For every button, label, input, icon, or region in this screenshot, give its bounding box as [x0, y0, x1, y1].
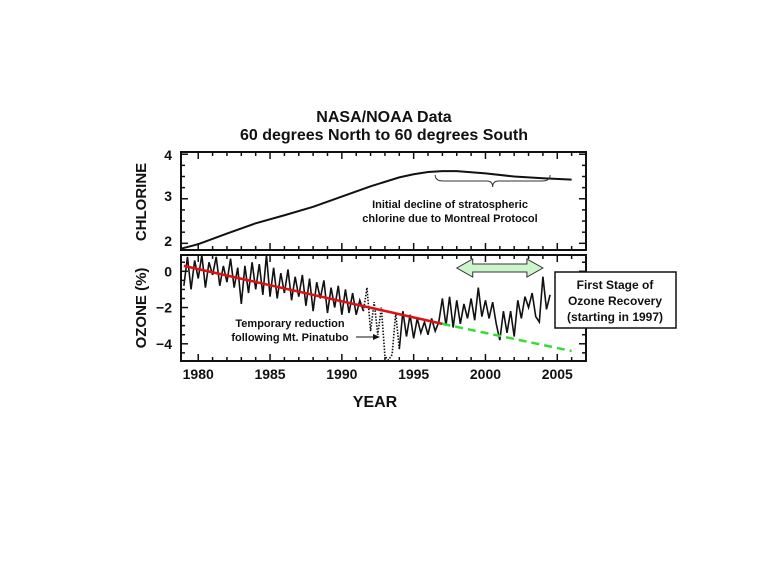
chlorine-annotation-line-1: Initial decline of stratospheric — [372, 199, 528, 211]
recovery-box — [554, 271, 677, 329]
x-tick-label: 2005 — [542, 366, 573, 382]
recovery-box-line-2: Ozone Recovery — [568, 294, 662, 308]
ozone-trend-line — [183, 264, 443, 326]
chlorine-ytick-label: 3 — [164, 188, 172, 204]
chlorine-line — [180, 170, 572, 250]
x-tick-label: 1995 — [398, 366, 429, 382]
ozone-ytick-label: 0 — [164, 263, 172, 279]
ozone-ytick-label: −2 — [156, 300, 172, 316]
ozone-ylabel: OZONE (%) — [133, 268, 150, 349]
x-tick-label: 1990 — [326, 366, 357, 382]
x-tick-label: 2000 — [470, 366, 501, 382]
pinatubo-annotation-line-2: following Mt. Pinatubo — [231, 332, 349, 344]
chlorine-ylabel: CHLORINE — [133, 163, 150, 241]
chart-title-line-1: NASA/NOAA Data — [316, 109, 452, 126]
x-tick-label: 1980 — [183, 366, 214, 382]
chlorine-plot-frame — [180, 151, 587, 251]
chlorine-brace — [434, 174, 551, 188]
recovery-double-arrow — [455, 258, 544, 278]
ozone-projected-trend-line — [442, 322, 572, 353]
chlorine-ytick-label: 4 — [164, 147, 172, 163]
pinatubo-arrowhead — [373, 334, 380, 340]
ozone-series-line — [183, 254, 365, 315]
chlorine-annotation-line-2: chlorine due to Montreal Protocol — [362, 213, 537, 225]
ozone-series-line — [398, 276, 551, 350]
chlorine-ytick-label: 2 — [164, 233, 172, 249]
chart-title-line-2: 60 degrees North to 60 degrees South — [240, 127, 528, 144]
recovery-box-line-1: First Stage of — [577, 278, 655, 292]
ozone-ytick-label: −4 — [156, 336, 172, 352]
x-axis-label: YEAR — [353, 394, 398, 411]
pinatubo-annotation-line-1: Temporary reduction — [235, 318, 344, 330]
x-tick-label: 1985 — [254, 366, 285, 382]
ozone-pinatubo-dotted-line — [362, 287, 401, 362]
recovery-box-line-3: (starting in 1997) — [567, 310, 663, 324]
